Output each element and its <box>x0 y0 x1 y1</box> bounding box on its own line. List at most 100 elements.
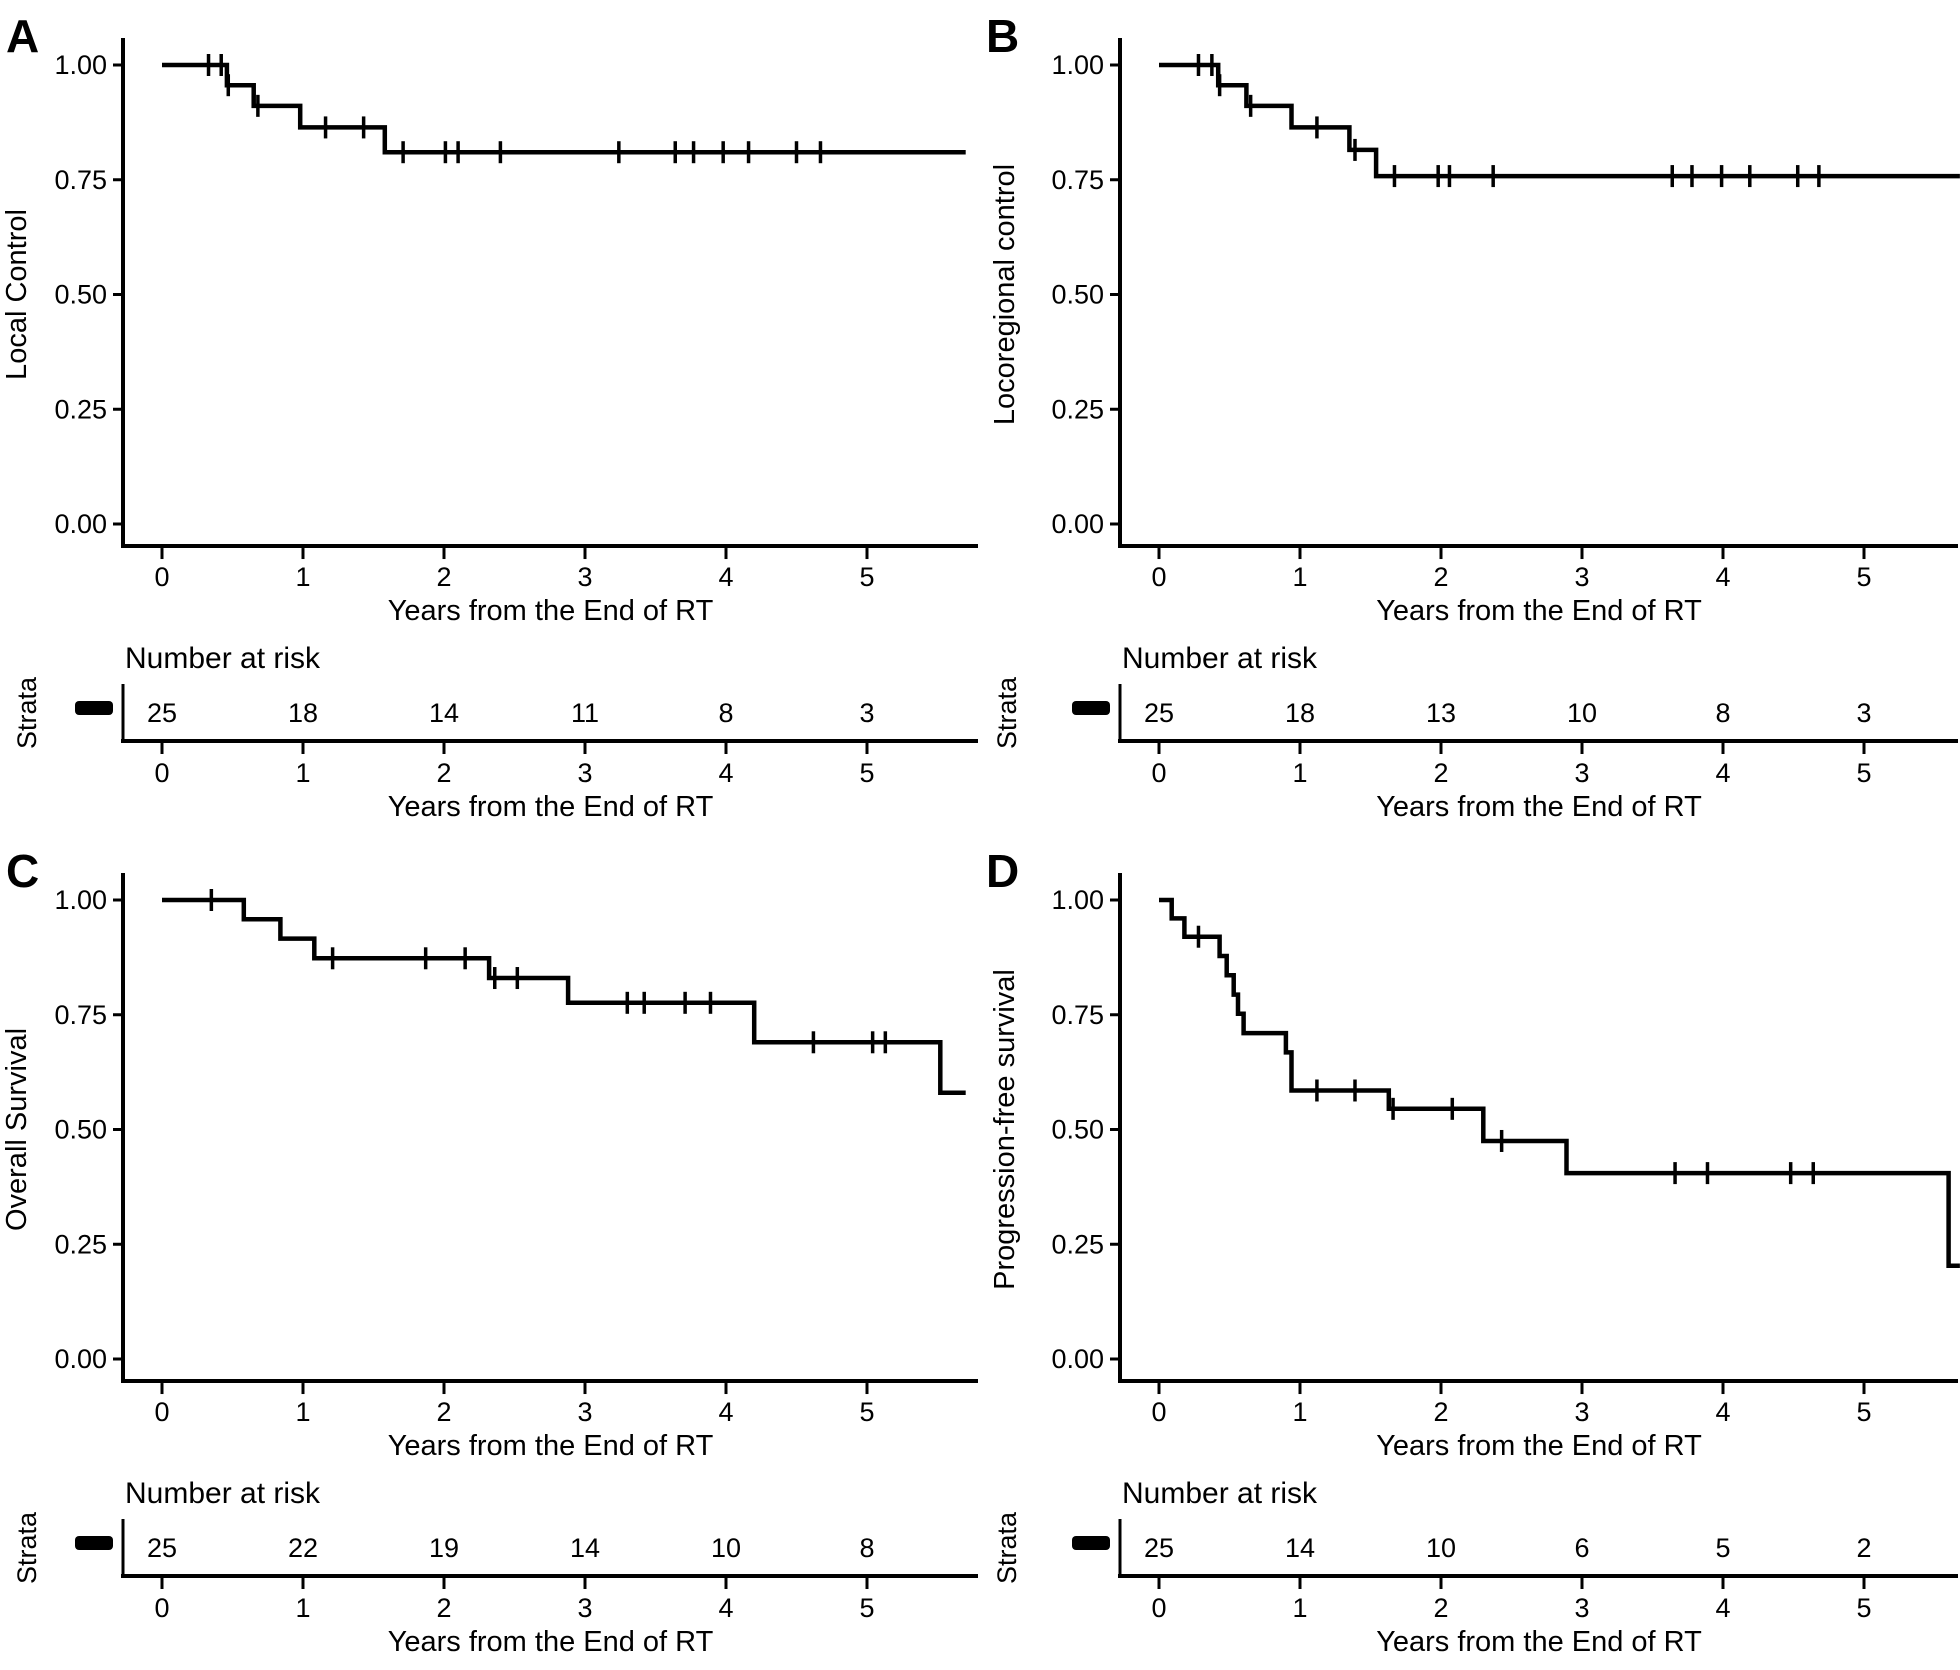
risk-count: 5 <box>1715 1533 1730 1563</box>
y-tick-label: 1.00 <box>1051 50 1104 80</box>
risk-axis-title: Years from the End of RT <box>388 1626 714 1658</box>
risk-axis-tick-label: 2 <box>436 758 451 788</box>
risk-axis-tick-label: 1 <box>295 1593 310 1623</box>
risk-axis-tick-label: 2 <box>436 1593 451 1623</box>
y-tick-label: 0.25 <box>1051 1229 1104 1259</box>
x-tick-label: 4 <box>718 1397 733 1427</box>
risk-count: 3 <box>1856 698 1871 728</box>
panel-d: D 0.00 0.25 0.50 0.75 1.00 0 1 2 3 4 5 Years from th… <box>980 835 1960 1670</box>
risk-table-header: Number at risk <box>125 642 321 675</box>
panel-letter: D <box>986 845 1019 897</box>
x-tick-label: 3 <box>1574 562 1589 592</box>
risk-axis-title: Years from the End of RT <box>1376 1626 1702 1658</box>
y-tick-label: 0.00 <box>1051 509 1104 539</box>
risk-count: 13 <box>1426 698 1456 728</box>
y-tick-label: 0.25 <box>1051 394 1104 424</box>
x-tick-label: 4 <box>1715 562 1730 592</box>
y-tick-label: 1.00 <box>54 885 107 915</box>
risk-axis-tick-label: 4 <box>718 1593 733 1623</box>
x-tick-label: 1 <box>1292 562 1307 592</box>
risk-axis-tick-label: 2 <box>1433 758 1448 788</box>
x-tick-label: 0 <box>154 562 169 592</box>
risk-axis-tick-label: 5 <box>1856 758 1871 788</box>
x-tick-label: 0 <box>1151 1397 1166 1427</box>
x-tick-label: 5 <box>859 562 874 592</box>
y-axis-title: Locoregional control <box>989 164 1021 425</box>
risk-count: 8 <box>718 698 733 728</box>
risk-count: 8 <box>859 1533 874 1563</box>
km-curve <box>1159 897 1960 1269</box>
x-tick-label: 0 <box>154 1397 169 1427</box>
x-tick-label: 3 <box>577 562 592 592</box>
risk-axis-tick-label: 4 <box>1715 758 1730 788</box>
y-tick-label: 1.00 <box>54 50 107 80</box>
risk-axis-tick-label: 1 <box>295 758 310 788</box>
y-tick-label: 0.75 <box>1051 165 1104 195</box>
risk-count: 6 <box>1574 1533 1589 1563</box>
strata-legend-key <box>75 1536 113 1550</box>
risk-axis-tick-label: 4 <box>718 758 733 788</box>
strata-axis-label: Strata <box>12 676 42 749</box>
y-tick-label: 0.75 <box>54 165 107 195</box>
risk-axis-tick-label: 2 <box>1433 1593 1448 1623</box>
risk-count: 11 <box>571 698 599 728</box>
risk-count: 10 <box>1426 1533 1456 1563</box>
x-tick-label: 2 <box>436 562 451 592</box>
x-tick-label: 2 <box>1433 1397 1448 1427</box>
x-tick-label: 2 <box>436 1397 451 1427</box>
y-tick-label: 0.50 <box>54 1115 107 1145</box>
y-tick-label: 0.75 <box>1051 1000 1104 1030</box>
risk-count: 2 <box>1856 1533 1871 1563</box>
risk-count: 8 <box>1715 698 1730 728</box>
x-tick-label: 1 <box>295 1397 310 1427</box>
km-plot-d: D 0.00 0.25 0.50 0.75 1.00 0 1 2 3 4 5 Years from th… <box>986 845 1960 1658</box>
risk-table-header: Number at risk <box>125 1477 321 1510</box>
strata-legend-key <box>1072 701 1110 715</box>
x-tick-label: 3 <box>1574 1397 1589 1427</box>
y-tick-label: 1.00 <box>1051 885 1104 915</box>
y-tick-label: 0.75 <box>54 1000 107 1030</box>
risk-count: 14 <box>570 1533 600 1563</box>
km-curve <box>162 897 966 1096</box>
x-tick-label: 4 <box>1715 1397 1730 1427</box>
risk-axis-tick-label: 1 <box>1292 1593 1307 1623</box>
risk-axis-tick-label: 3 <box>577 1593 592 1623</box>
risk-axis-tick-label: 4 <box>1715 1593 1730 1623</box>
y-tick-label: 0.50 <box>54 280 107 310</box>
y-tick-label: 0.00 <box>54 509 107 539</box>
x-tick-label: 0 <box>1151 562 1166 592</box>
risk-axis-tick-label: 0 <box>154 1593 169 1623</box>
risk-count: 25 <box>147 1533 177 1563</box>
risk-count: 14 <box>429 698 459 728</box>
risk-table-header: Number at risk <box>1122 1477 1318 1510</box>
risk-count: 3 <box>859 698 874 728</box>
risk-count: 10 <box>1567 698 1597 728</box>
risk-count: 18 <box>288 698 318 728</box>
x-axis-title: Years from the End of RT <box>1376 1430 1702 1462</box>
km-plot-b: B 0.00 0.25 0.50 0.75 1.00 0 1 2 3 4 5 Years from th… <box>986 10 1960 823</box>
risk-count: 25 <box>1144 1533 1174 1563</box>
km-curve <box>162 62 966 155</box>
x-axis-title: Years from the End of RT <box>1376 595 1702 627</box>
y-tick-label: 0.50 <box>1051 1115 1104 1145</box>
y-tick-label: 0.50 <box>1051 280 1104 310</box>
x-tick-label: 1 <box>1292 1397 1307 1427</box>
y-tick-label: 0.25 <box>54 1229 107 1259</box>
y-axis-title: Progression-free survival <box>989 969 1021 1290</box>
risk-count: 14 <box>1285 1533 1315 1563</box>
risk-axis-tick-label: 3 <box>1574 758 1589 788</box>
y-tick-label: 0.25 <box>54 394 107 424</box>
x-tick-label: 1 <box>295 562 310 592</box>
y-axis-title: Overall Survival <box>1 1028 33 1231</box>
panel-letter: A <box>6 10 39 62</box>
x-tick-label: 3 <box>577 1397 592 1427</box>
panel-c: C 0.00 0.25 0.50 0.75 1.00 0 1 2 3 4 5 Years from th… <box>0 835 980 1670</box>
x-tick-label: 5 <box>1856 562 1871 592</box>
risk-axis-tick-label: 5 <box>1856 1593 1871 1623</box>
x-tick-label: 2 <box>1433 562 1448 592</box>
y-tick-label: 0.00 <box>1051 1344 1104 1374</box>
panel-letter: C <box>6 845 39 897</box>
risk-count: 18 <box>1285 698 1315 728</box>
risk-axis-tick-label: 5 <box>859 758 874 788</box>
